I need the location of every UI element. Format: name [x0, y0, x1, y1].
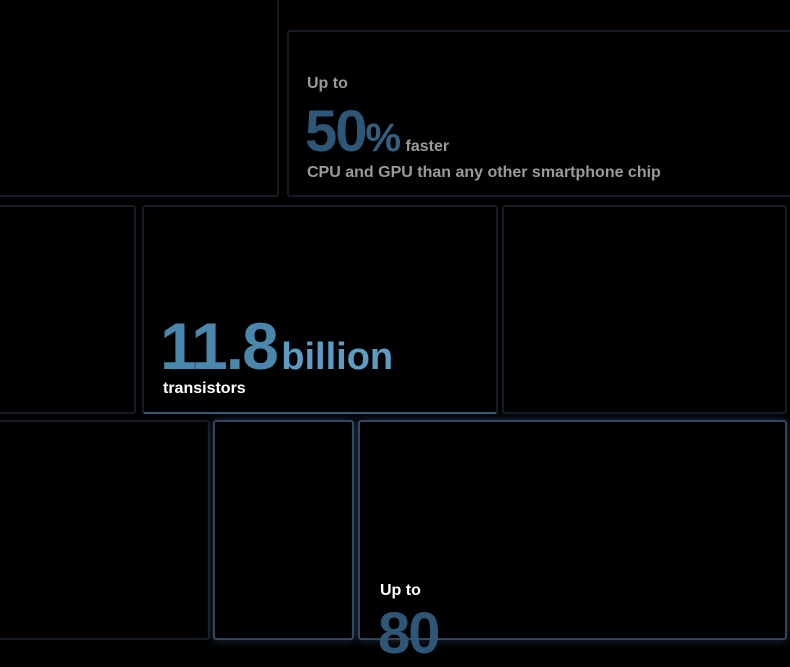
- stat: 11.8 billion: [160, 308, 393, 384]
- panel: [0, 205, 136, 414]
- panel: [213, 420, 354, 640]
- panel: [502, 205, 787, 414]
- panel: [358, 420, 787, 640]
- suffix: faster: [405, 138, 450, 155]
- panel: [0, 420, 210, 640]
- panel: [287, 30, 790, 197]
- unit: billion: [281, 336, 394, 378]
- figure: 80: [378, 601, 440, 666]
- figure: 11.8: [160, 309, 279, 383]
- caption: CPU and GPU than any other smartphone ch…: [307, 164, 661, 181]
- panel: [142, 205, 498, 414]
- panel: [0, 0, 279, 197]
- stat: 50% faster: [305, 98, 449, 165]
- caption: transistors: [163, 380, 246, 397]
- unit: %: [365, 116, 402, 160]
- figure: 50: [305, 99, 367, 164]
- eyebrow: Up to: [380, 582, 421, 599]
- eyebrow: Up to: [307, 75, 348, 92]
